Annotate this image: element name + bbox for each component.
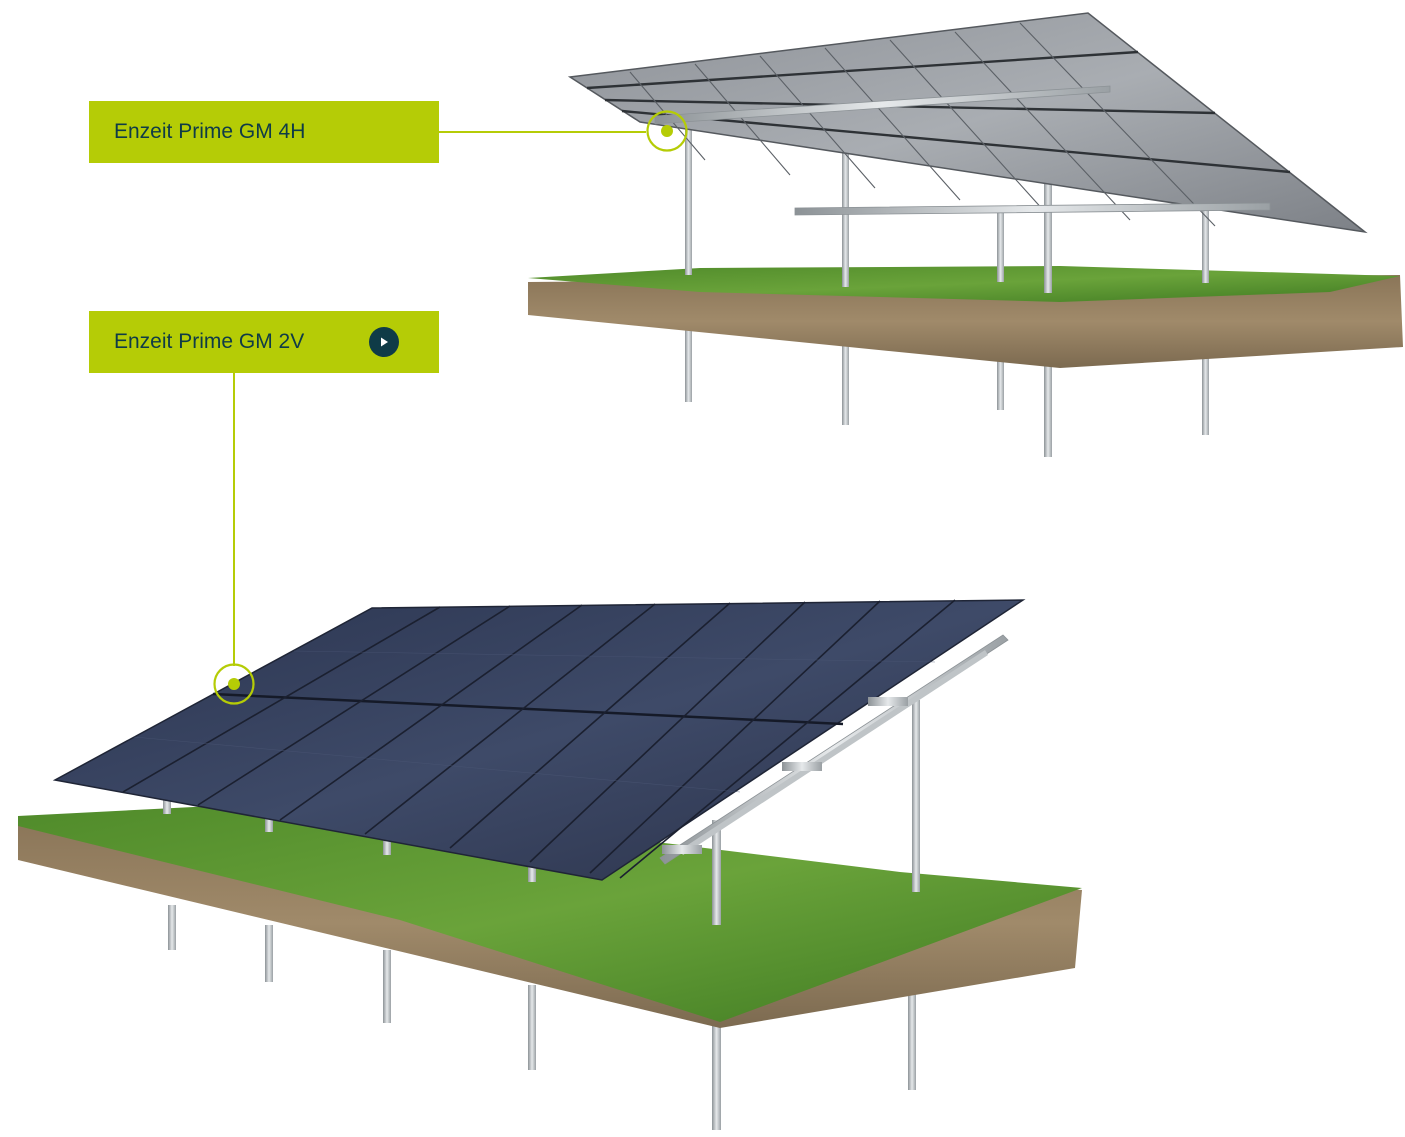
play-button[interactable] — [369, 327, 399, 357]
product-label-text: Enzeit Prime GM 4H — [114, 120, 306, 143]
hotspot-marker-icon — [661, 125, 673, 137]
hotspot-2v[interactable] — [213, 663, 255, 705]
hotspot-4h[interactable] — [646, 110, 688, 152]
product-label-gm-2v[interactable]: Enzeit Prime GM 2V — [89, 311, 439, 373]
system-2v-illustration — [18, 599, 1082, 1130]
product-label-gm-4h[interactable]: Enzeit Prime GM 4H — [89, 101, 439, 163]
hotspot-marker-icon — [228, 678, 240, 690]
system-4h-illustration — [528, 12, 1403, 457]
play-icon — [381, 337, 388, 347]
product-label-text: Enzeit Prime GM 2V — [114, 330, 305, 353]
